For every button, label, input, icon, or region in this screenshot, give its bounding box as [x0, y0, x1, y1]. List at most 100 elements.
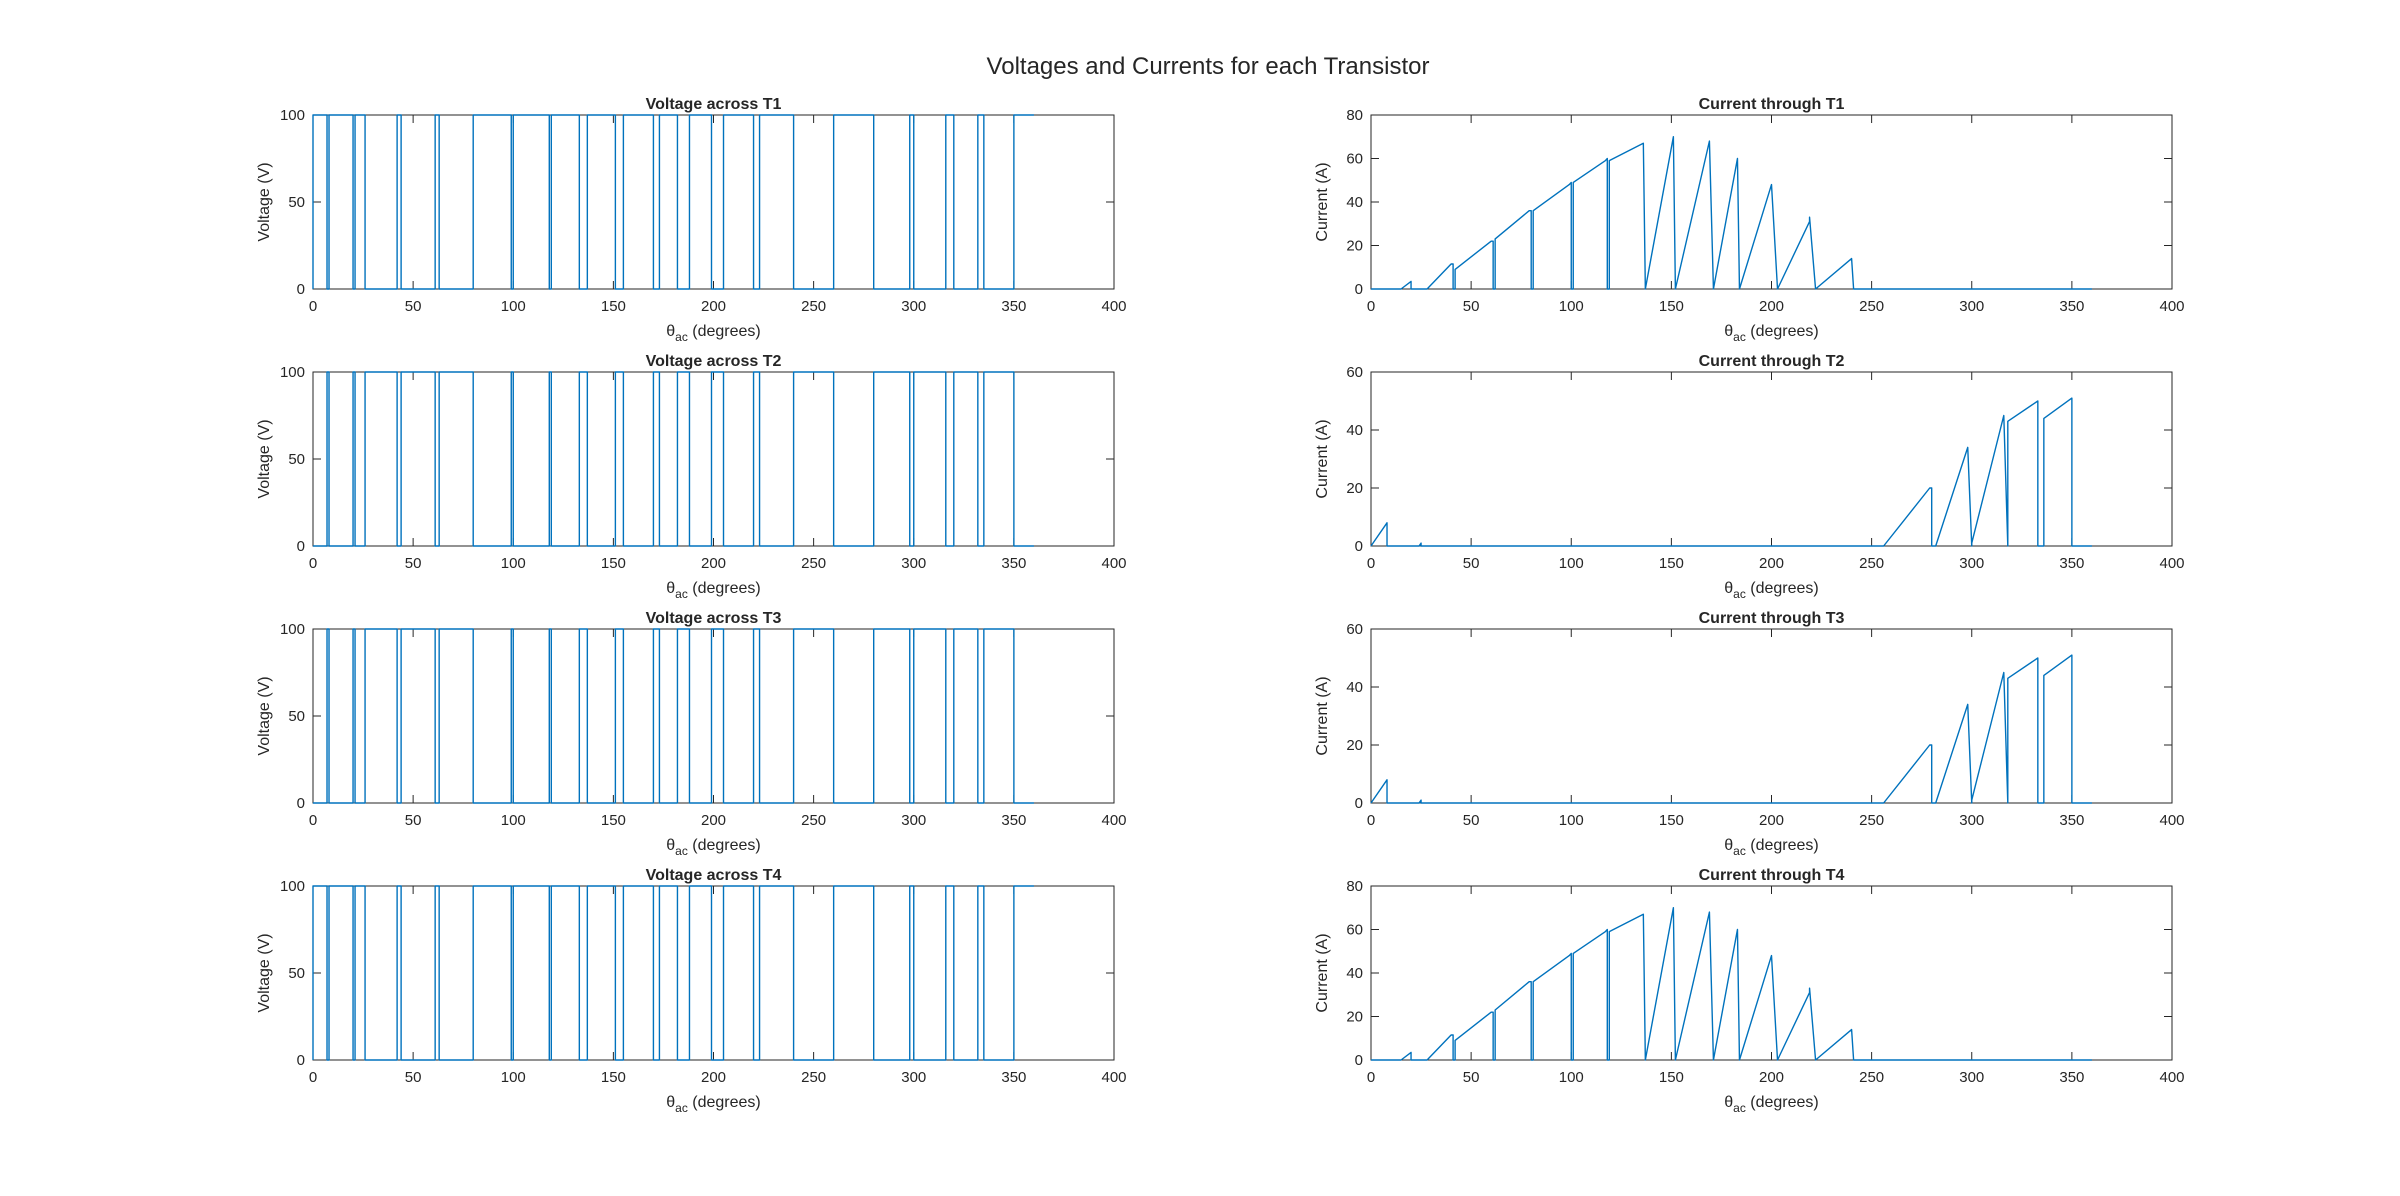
- y-tick-label: 20: [1346, 238, 1363, 255]
- y-tick-label: 50: [288, 708, 305, 725]
- series-line-i4: [1371, 907, 2092, 1061]
- y-tick-label: 80: [1346, 107, 1363, 124]
- x-tick-label: 50: [1463, 298, 1480, 315]
- x-tick-label: 400: [1101, 812, 1126, 829]
- y-axis-label: Current (A): [1314, 933, 1331, 1012]
- x-tick-label: 150: [601, 812, 626, 829]
- axes-i1: 0 50 100 150 200 250 300 350 400 0 20 40 60 80 Current…: [1314, 96, 2185, 344]
- x-tick-label: 200: [1759, 555, 1784, 572]
- x-tick-label: 150: [601, 555, 626, 572]
- x-tick-label: 300: [901, 298, 926, 315]
- x-axis-label: θac (degrees): [1724, 323, 1819, 344]
- plot-area-i4: [1370, 885, 2173, 1061]
- x-axis-label: θac (degrees): [1724, 1094, 1819, 1115]
- x-tick-label: 150: [1659, 1069, 1684, 1086]
- x-tick-label: 250: [801, 1069, 826, 1086]
- x-tick-label: 300: [901, 1069, 926, 1086]
- x-axis-label-symbol: θ: [666, 837, 675, 854]
- plot-area-v3: [312, 628, 1115, 804]
- x-tick-label: 350: [2059, 298, 2084, 315]
- x-tick-label: 300: [1959, 812, 1984, 829]
- y-tick-label: 0: [297, 795, 305, 812]
- x-axis-label: θac (degrees): [666, 580, 761, 601]
- y-axis-label: Voltage (V): [256, 162, 273, 241]
- x-axis-label-unit: (degrees): [1746, 580, 1819, 597]
- y-tick-label: 0: [297, 1052, 305, 1069]
- y-tick-label: 0: [297, 538, 305, 555]
- series-line-v4: [312, 885, 1034, 1061]
- plot-area-i2: [1370, 371, 2173, 547]
- x-axis-label-symbol: θ: [666, 580, 675, 597]
- x-tick-label: 350: [1001, 555, 1026, 572]
- x-axis-label-subscript: ac: [1733, 844, 1746, 858]
- plot-area-v1: [312, 114, 1115, 290]
- x-tick-label: 300: [1959, 555, 1984, 572]
- y-tick-label: 40: [1346, 194, 1363, 211]
- y-tick-label: 0: [1355, 538, 1363, 555]
- x-tick-label: 50: [405, 812, 422, 829]
- x-tick-label: 100: [1559, 555, 1584, 572]
- y-tick-label: 60: [1346, 364, 1363, 381]
- x-axis-label-unit: (degrees): [1746, 837, 1819, 854]
- axes-v1: 0 50 100 150 200 250 300 350 400 0 50 100 Voltage ac…: [256, 96, 1127, 344]
- x-tick-label: 50: [405, 555, 422, 572]
- x-tick-label: 150: [1659, 812, 1684, 829]
- x-tick-label: 200: [701, 1069, 726, 1086]
- x-axis-label-symbol: θ: [666, 1094, 675, 1111]
- x-tick-label: 150: [1659, 298, 1684, 315]
- y-tick-label: 60: [1346, 621, 1363, 638]
- y-tick-label: 40: [1346, 679, 1363, 696]
- axes-title: Voltage across T1: [646, 96, 782, 113]
- y-axis-label: Current (A): [1314, 162, 1331, 241]
- plot-area-v4: [312, 885, 1115, 1061]
- x-tick-label: 350: [1001, 298, 1026, 315]
- x-tick-label: 250: [801, 812, 826, 829]
- x-tick-label: 100: [1559, 812, 1584, 829]
- x-tick-label: 200: [1759, 298, 1784, 315]
- x-axis-label-subscript: ac: [675, 330, 688, 344]
- x-axis-label-subscript: ac: [675, 587, 688, 601]
- x-tick-label: 250: [1859, 298, 1884, 315]
- x-tick-label: 50: [405, 1069, 422, 1086]
- series-line-v1: [312, 114, 1034, 290]
- y-tick-label: 50: [288, 194, 305, 211]
- x-tick-label: 350: [1001, 812, 1026, 829]
- x-tick-label: 50: [405, 298, 422, 315]
- y-axis-label: Current (A): [1314, 419, 1331, 498]
- series-line-v2: [313, 371, 1034, 547]
- x-axis-label-symbol: θ: [1724, 837, 1733, 854]
- x-tick-label: 250: [801, 555, 826, 572]
- y-tick-label: 40: [1346, 422, 1363, 439]
- x-axis-label-unit: (degrees): [688, 580, 761, 597]
- x-tick-label: 0: [1367, 1069, 1375, 1086]
- x-tick-label: 200: [701, 555, 726, 572]
- plot-area-i1: [1370, 114, 2173, 290]
- x-tick-label: 50: [1463, 812, 1480, 829]
- x-tick-label: 300: [901, 812, 926, 829]
- axes-title: Voltage across T2: [646, 353, 782, 370]
- x-axis-label-unit: (degrees): [688, 1094, 761, 1111]
- x-axis-label-unit: (degrees): [1746, 323, 1819, 340]
- axes-title: Current through T3: [1699, 610, 1845, 627]
- x-tick-label: 200: [701, 298, 726, 315]
- x-tick-label: 0: [1367, 555, 1375, 572]
- y-tick-label: 60: [1346, 922, 1363, 939]
- x-axis-label-symbol: θ: [1724, 1094, 1733, 1111]
- axes-i4: 0 50 100 150 200 250 300 350 400 0 20 40 60 80 Current…: [1314, 867, 2185, 1115]
- x-tick-label: 150: [601, 1069, 626, 1086]
- x-tick-label: 300: [1959, 298, 1984, 315]
- x-axis-label-unit: (degrees): [688, 837, 761, 854]
- y-tick-label: 50: [288, 965, 305, 982]
- y-axis-label: Voltage (V): [256, 933, 273, 1012]
- y-tick-label: 0: [1355, 795, 1363, 812]
- plot-area-i3: [1370, 628, 2173, 804]
- x-tick-label: 400: [1101, 298, 1126, 315]
- x-tick-label: 350: [1001, 1069, 1026, 1086]
- y-tick-label: 20: [1346, 480, 1363, 497]
- x-tick-label: 0: [309, 555, 317, 572]
- x-axis-label-subscript: ac: [675, 844, 688, 858]
- x-tick-label: 0: [309, 1069, 317, 1086]
- x-tick-label: 350: [2059, 555, 2084, 572]
- x-tick-label: 100: [501, 298, 526, 315]
